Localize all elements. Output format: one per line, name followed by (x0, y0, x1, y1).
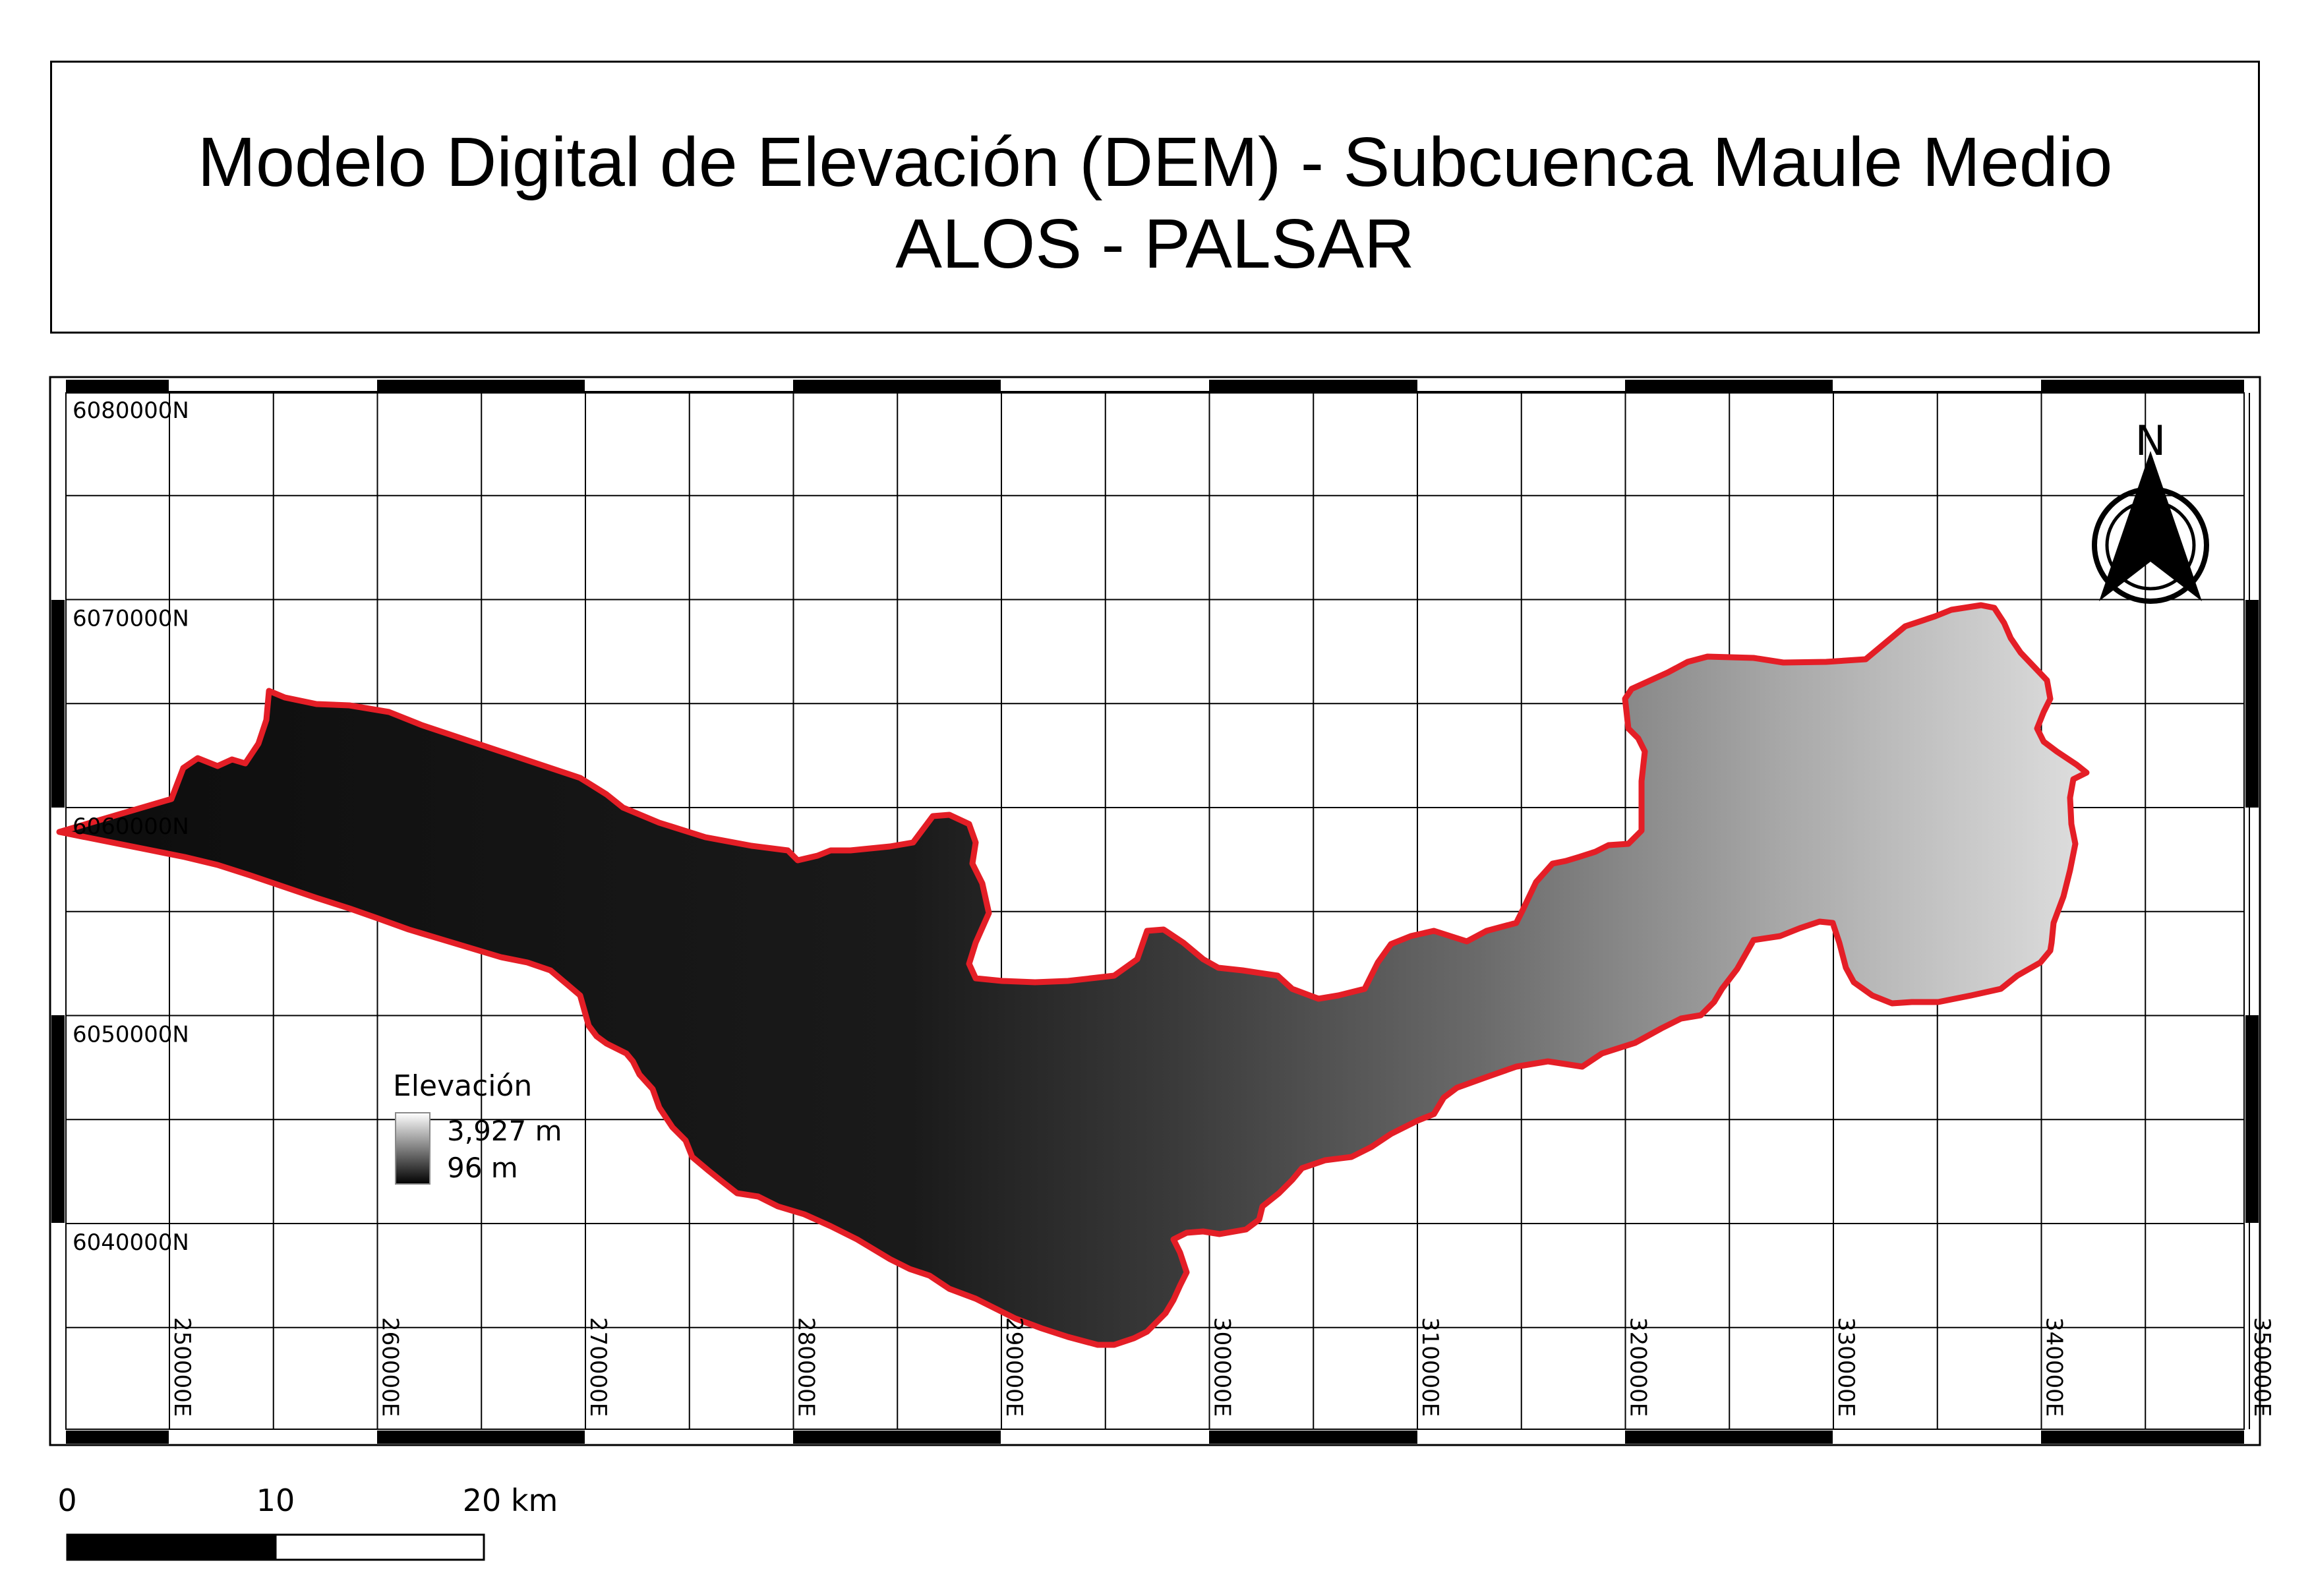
frame-zebra-block (1209, 380, 1417, 393)
easting-label: 340000E (2041, 1317, 2067, 1417)
easting-label: 330000E (1833, 1317, 1859, 1417)
easting-label: 250000E (169, 1317, 195, 1417)
north-label: N (2135, 417, 2166, 465)
scale-label-0: 0 (57, 1483, 76, 1518)
legend-ramp (395, 1112, 430, 1185)
northing-label: 6050000N (73, 1022, 189, 1048)
northing-label: 6080000N (73, 398, 189, 424)
frame-zebra-block (51, 1015, 65, 1223)
legend-max-label: 3,927 m (447, 1115, 562, 1147)
legend-title: Elevación (393, 1069, 532, 1103)
easting-label: 320000E (1625, 1317, 1651, 1417)
frame-zebra-block (793, 1431, 1001, 1444)
frame-zebra-block (377, 380, 585, 393)
frame-zebra-block (2245, 600, 2259, 808)
easting-label: 270000E (585, 1317, 611, 1417)
frame-zebra-block (2245, 1015, 2259, 1223)
basin-dem (56, 602, 2090, 1348)
frame-zebra-block (2041, 1431, 2244, 1444)
easting-label: 310000E (1417, 1317, 1443, 1417)
frame-zebra-block (377, 1431, 585, 1444)
legend-min-label: 96 m (447, 1152, 518, 1184)
easting-label: 350000E (2249, 1317, 2275, 1417)
easting-label: 260000E (377, 1317, 403, 1417)
frame-zebra-block (2041, 380, 2244, 393)
northing-label: 6070000N (73, 606, 189, 632)
northing-label: 6060000N (73, 813, 189, 840)
scale-bar: 0 10 20 km (57, 1483, 558, 1561)
frame-zebra-ticks (51, 380, 2259, 1444)
map-title: Modelo Digital de Elevación (DEM) - Subc… (197, 123, 2113, 201)
scale-label-10: 10 (256, 1483, 295, 1518)
title-box: Modelo Digital de Elevación (DEM) - Subc… (50, 61, 2260, 334)
frame-zebra-block (1625, 1431, 1833, 1444)
scale-label-20: 20 km (463, 1483, 558, 1518)
grid-labels: 250000E 260000E 270000E 280000E 290000E 30000… (73, 398, 2275, 1417)
north-arrow-icon: N (2092, 417, 2209, 604)
frame-zebra-block (1209, 1431, 1417, 1444)
easting-label: 290000E (1001, 1317, 1027, 1417)
easting-label: 280000E (793, 1317, 819, 1417)
legend: Elevación 3,927 m 96 m (393, 1069, 562, 1185)
map-subtitle: ALOS - PALSAR (895, 205, 1415, 283)
frame-zebra-block (1625, 380, 1833, 393)
basin-boundary (56, 602, 2090, 1348)
frame-zebra-block (66, 1431, 169, 1444)
northing-label: 6040000N (73, 1229, 189, 1256)
easting-label: 300000E (1209, 1317, 1235, 1417)
frame-zebra-block (66, 380, 169, 393)
frame-zebra-block (51, 600, 65, 808)
frame-zebra-block (793, 380, 1001, 393)
